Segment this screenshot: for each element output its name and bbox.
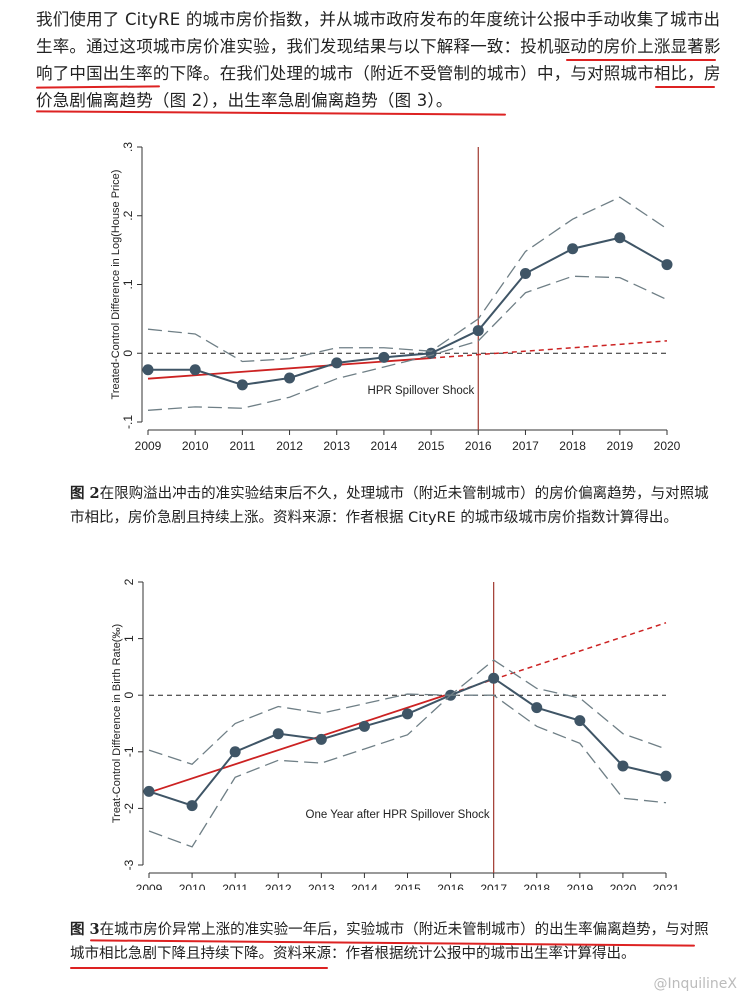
- trend-line-projection: [431, 340, 668, 359]
- estimate-line: [148, 677, 667, 807]
- x-tick-label: 2017: [512, 439, 539, 453]
- y-tick-label: -3: [122, 859, 136, 870]
- ci_upper-line: [148, 659, 667, 765]
- estimate-point: [186, 800, 198, 812]
- x-tick-label: 2018: [523, 882, 550, 890]
- figure-3-chart: -3 -2 -1 0 1 2 2009 2010 2011 2012 2013 2014 2015 201…: [111, 578, 680, 890]
- y-tick-label: -2: [122, 803, 136, 814]
- x-tick-label: 2016: [437, 882, 464, 890]
- estimate-point: [315, 733, 327, 745]
- underline: [566, 59, 716, 61]
- shock-annotation: HPR Spillover Shock: [368, 385, 475, 397]
- estimate-point: [284, 372, 296, 384]
- x-tick-label: 2013: [323, 439, 350, 453]
- caption-text: 在限购溢出冲击的准实验结束后不久，处理城市（附近未管制城市）的房价偏离趋势，与对…: [70, 486, 709, 526]
- x-tick-label: 2021: [653, 882, 680, 890]
- ci_upper-line: [147, 196, 668, 363]
- estimate-point: [142, 364, 154, 376]
- underline: [70, 967, 328, 969]
- shock-annotation: One Year after HPR Spillover Shock: [306, 809, 490, 821]
- x-tick-label: 2018: [559, 439, 586, 453]
- ci_lower-line: [147, 275, 668, 411]
- x-tick-label: 2020: [654, 439, 681, 453]
- x-tick-label: 2009: [136, 882, 163, 890]
- estimate-point: [425, 347, 437, 359]
- trend-line-fit: [148, 692, 451, 794]
- estimate-point: [358, 720, 370, 732]
- estimate-line: [148, 236, 668, 386]
- y-axis-label: Treated-Control Difference in Log(House …: [110, 170, 122, 400]
- figure-label: 图 3: [70, 921, 100, 938]
- figure-2-chart: -.1 0 .1 .2 .3 2009 2010 2011 2012 2013 2014 2015 20…: [110, 142, 681, 453]
- estimate-point: [617, 760, 629, 772]
- x-tick-label: 2010: [182, 439, 209, 453]
- estimate-point: [660, 770, 672, 782]
- estimate-point: [272, 728, 284, 740]
- estimate-point: [378, 351, 390, 363]
- figure-3-caption: 图 3在城市房价异常上涨的准实验一年后，实验城市（附近未管制城市）的出生率偏离趋…: [70, 918, 710, 966]
- estimate-point: [331, 357, 343, 369]
- y-tick-label: 0: [121, 350, 135, 357]
- estimate-point: [189, 364, 201, 376]
- body-paragraph: 我们使用了 CityRE 的城市房价指数，并从城市政府发布的年度统计公报中手动收…: [36, 10, 721, 110]
- estimate-point: [236, 379, 248, 391]
- x-tick-label: 2019: [606, 439, 633, 453]
- x-tick-label: 2019: [566, 882, 593, 890]
- y-tick-label: .3: [121, 142, 135, 152]
- x-tick-label: 2015: [394, 882, 421, 890]
- x-tick-label: 2011: [222, 882, 248, 890]
- y-tick-label: .1: [121, 279, 135, 289]
- ci_lower-line: [148, 694, 667, 848]
- y-tick-label: 1: [122, 635, 136, 642]
- x-tick-label: 2013: [308, 882, 335, 890]
- y-tick-label: -.1: [121, 415, 135, 429]
- estimate-point: [402, 708, 413, 720]
- y-tick-label: .2: [121, 210, 135, 220]
- x-tick-label: 2015: [418, 439, 445, 453]
- x-tick-label: 2012: [265, 882, 292, 890]
- figure-2-caption: 图 2在限购溢出冲击的准实验结束后不久，处理城市（附近未管制城市）的房价偏离趋势…: [70, 482, 710, 530]
- x-tick-label: 2020: [610, 882, 637, 890]
- estimate-point: [614, 232, 626, 244]
- estimate-point: [567, 243, 579, 255]
- x-tick-label: 2014: [371, 439, 398, 453]
- y-axis-label: Treat-Control Difference in Birth Rate(‰…: [111, 624, 123, 823]
- estimate-point: [229, 746, 241, 758]
- x-tick-label: 2016: [465, 439, 492, 453]
- estimate-point: [488, 672, 500, 684]
- figure-label: 图 2: [70, 485, 100, 502]
- x-tick-label: 2010: [179, 882, 206, 890]
- watermark: @InquilineX: [653, 976, 737, 992]
- estimate-point: [531, 702, 543, 714]
- underline: [655, 86, 715, 88]
- y-tick-label: -1: [122, 746, 136, 757]
- estimate-point: [519, 268, 531, 279]
- y-tick-label: 2: [122, 578, 136, 585]
- y-tick-label: 0: [122, 692, 136, 699]
- x-tick-label: 2017: [480, 882, 507, 890]
- x-tick-label: 2011: [229, 439, 255, 453]
- estimate-point: [574, 715, 586, 727]
- estimate-point: [661, 259, 673, 271]
- x-tick-label: 2012: [276, 439, 303, 453]
- estimate-point: [143, 785, 155, 797]
- caption-text: 在城市房价异常上涨的准实验一年后，实验城市（附近未管制城市）的出生率偏离趋势，与…: [70, 922, 709, 962]
- x-tick-label: 2009: [135, 439, 162, 453]
- estimate-point: [472, 325, 484, 337]
- x-tick-label: 2014: [351, 882, 378, 890]
